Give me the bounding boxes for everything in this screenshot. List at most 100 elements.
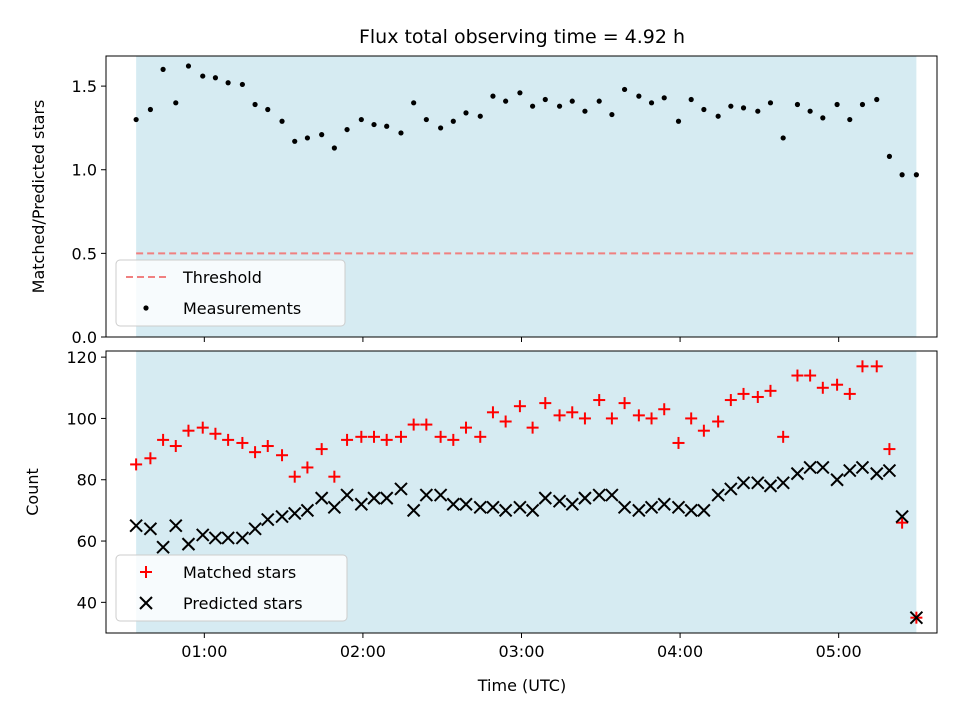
predicted-star-marker	[870, 466, 884, 481]
predicted-star-marker	[169, 519, 183, 533]
matched-star-marker	[672, 436, 685, 449]
measurement-point	[609, 111, 615, 118]
legend-predicted-swatch	[139, 596, 153, 610]
predicted-star-marker	[473, 500, 487, 515]
predicted-star-marker	[605, 488, 619, 502]
measurement-point	[239, 81, 245, 88]
predicted-star-marker	[221, 531, 235, 545]
measurement-point	[780, 135, 786, 141]
matched-star-marker	[261, 440, 274, 453]
legend-measurements-label: Measurements	[183, 299, 301, 318]
predicted-star-marker	[711, 488, 725, 502]
count-y-label: Count	[23, 468, 42, 516]
matched-star-marker	[632, 409, 645, 422]
matched-star-marker	[196, 421, 209, 434]
measurement-point	[331, 145, 337, 151]
matched-star-marker	[658, 403, 671, 416]
measurement-point	[133, 116, 139, 123]
y-tick-label: 1.0	[72, 161, 97, 180]
predicted-star-marker	[751, 476, 765, 490]
predicted-star-marker	[498, 503, 513, 518]
measurement-point	[701, 106, 707, 113]
matched-star-marker	[751, 390, 764, 403]
matched-star-marker	[368, 430, 381, 443]
predicted-star-marker	[181, 537, 196, 551]
measurement-point	[423, 116, 429, 123]
measurement-point	[398, 130, 404, 136]
matched-star-marker	[288, 470, 301, 483]
measurement-point	[438, 125, 444, 131]
measurement-point	[807, 108, 813, 114]
predicted-stars-series	[129, 460, 924, 625]
legend-threshold-label: Threshold	[182, 268, 262, 287]
matched-star-marker	[486, 406, 499, 419]
count-panel: 40 60 80 100 120 01:00 02:00 03:00 04:00 05:00 C…	[23, 348, 938, 695]
matched-star-marker	[804, 369, 817, 382]
matched-star-marker	[831, 378, 844, 391]
matched-star-marker	[222, 433, 235, 446]
matched-star-marker	[130, 458, 143, 471]
x-tick-label: 05:00	[816, 642, 862, 661]
predicted-star-marker	[724, 482, 738, 496]
matched-star-marker	[394, 430, 407, 443]
measurement-point	[450, 118, 456, 124]
matched-star-marker	[209, 427, 222, 440]
matched-star-marker	[883, 443, 896, 456]
predicted-star-marker	[776, 476, 790, 490]
predicted-star-marker	[684, 503, 698, 518]
ratio-axes-frame	[105, 55, 938, 338]
predicted-star-marker	[354, 497, 369, 511]
ratio-x-ticks	[203, 337, 840, 342]
measurement-point	[582, 108, 588, 114]
predicted-star-marker	[143, 522, 158, 536]
predicted-star-marker	[790, 466, 805, 481]
matched-star-marker	[791, 369, 804, 382]
measurement-point	[304, 135, 311, 141]
predicted-star-marker	[855, 460, 870, 475]
measurement-points	[133, 63, 919, 178]
predicted-star-marker	[275, 509, 289, 524]
measurement-point	[648, 100, 655, 106]
x-tick-label: 01:00	[181, 642, 227, 661]
predicted-star-marker	[433, 488, 448, 502]
predicted-star-marker	[763, 479, 778, 493]
matched-star-marker	[301, 461, 314, 474]
matched-star-marker	[764, 384, 777, 397]
measurement-point	[517, 90, 523, 96]
measurement-point	[160, 66, 166, 72]
predicted-star-marker	[644, 500, 659, 515]
matched-star-marker	[276, 449, 289, 462]
matched-star-marker	[434, 430, 447, 443]
matched-star-marker	[553, 409, 566, 422]
measurement-point	[252, 101, 258, 108]
predicted-star-marker	[394, 482, 408, 496]
y-tick-label: 40	[77, 593, 97, 612]
matched-star-marker	[578, 412, 591, 425]
measurement-point	[200, 73, 206, 79]
predicted-star-marker	[327, 500, 342, 515]
predicted-star-marker	[657, 497, 671, 511]
measurement-point	[740, 105, 747, 111]
measurement-point	[411, 100, 417, 106]
predicted-star-marker	[882, 463, 897, 478]
measurement-point	[212, 75, 219, 81]
predicted-star-marker	[736, 476, 751, 490]
x-tick-label: 03:00	[498, 642, 544, 661]
measurement-point	[344, 126, 350, 133]
matched-star-marker	[856, 360, 869, 373]
matched-star-marker	[169, 440, 182, 453]
measurement-point	[834, 101, 840, 108]
measurement-point	[147, 106, 154, 113]
predicted-star-marker	[830, 473, 844, 487]
matched-stars-series	[130, 360, 923, 624]
predicted-star-marker	[235, 531, 250, 545]
measurement-point	[556, 103, 563, 109]
ratio-y-label: Matched/Predicted stars	[29, 100, 48, 294]
measurement-point	[728, 103, 734, 109]
matched-star-marker	[447, 433, 460, 446]
matched-star-marker	[593, 394, 606, 407]
predicted-star-marker	[513, 500, 527, 515]
predicted-star-marker	[340, 488, 354, 502]
matched-star-marker	[618, 397, 631, 410]
